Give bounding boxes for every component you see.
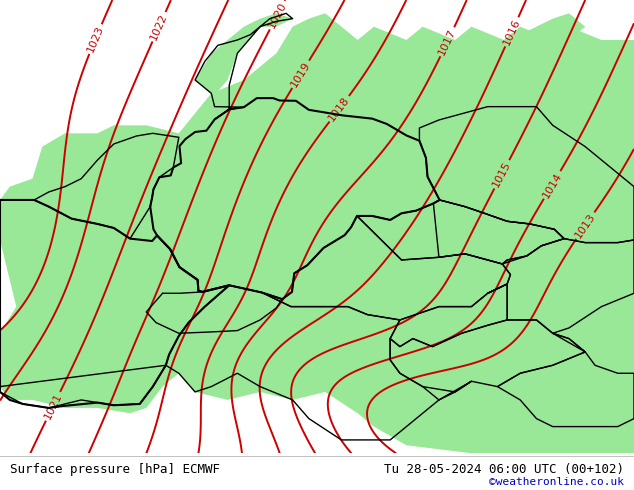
- Text: 1023: 1023: [86, 24, 105, 54]
- Text: Surface pressure [hPa] ECMWF: Surface pressure [hPa] ECMWF: [10, 463, 219, 476]
- Text: 1015: 1015: [491, 160, 513, 189]
- Text: ©weatheronline.co.uk: ©weatheronline.co.uk: [489, 477, 624, 487]
- Text: 1019: 1019: [289, 60, 313, 89]
- Polygon shape: [293, 61, 358, 88]
- Text: 1021: 1021: [42, 392, 64, 421]
- Text: 1014: 1014: [541, 171, 564, 199]
- Text: 1017: 1017: [437, 27, 458, 57]
- Text: 1018: 1018: [327, 95, 352, 123]
- Polygon shape: [423, 80, 446, 93]
- Text: 1022: 1022: [149, 12, 169, 42]
- Text: 1013: 1013: [573, 211, 597, 240]
- Text: 1020: 1020: [266, 0, 288, 30]
- Text: Tu 28-05-2024 06:00 UTC (00+102): Tu 28-05-2024 06:00 UTC (00+102): [384, 463, 624, 476]
- Polygon shape: [0, 13, 634, 453]
- Polygon shape: [521, 13, 585, 40]
- Text: 1016: 1016: [501, 17, 522, 47]
- Polygon shape: [195, 13, 293, 98]
